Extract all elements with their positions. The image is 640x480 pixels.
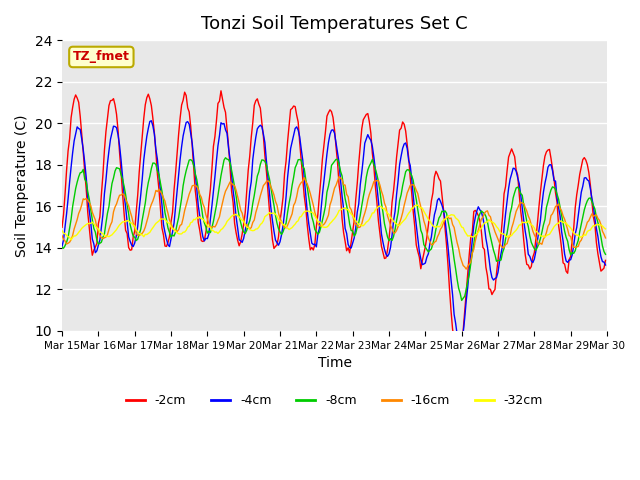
-4cm <box>125 234 132 240</box>
-32cm <box>414 202 422 208</box>
-16cm <box>296 182 303 188</box>
-2cm <box>125 245 132 251</box>
-8cm <box>574 238 582 243</box>
-16cm <box>125 203 132 209</box>
-4cm <box>221 127 229 132</box>
-2cm <box>574 182 582 188</box>
-4cm <box>58 244 66 250</box>
-2cm <box>221 109 229 115</box>
-32cm <box>221 222 229 228</box>
-8cm <box>220 157 228 163</box>
-16cm <box>602 235 609 241</box>
-32cm <box>240 218 248 224</box>
X-axis label: Time: Time <box>317 356 351 370</box>
-4cm <box>249 157 257 163</box>
-2cm <box>58 225 66 230</box>
-32cm <box>58 228 66 233</box>
-4cm <box>602 262 609 268</box>
Y-axis label: Soil Temperature (C): Soil Temperature (C) <box>15 114 29 257</box>
Line: -4cm: -4cm <box>62 121 605 343</box>
-32cm <box>298 214 305 219</box>
-2cm <box>249 120 257 126</box>
-4cm <box>298 146 305 152</box>
-8cm <box>298 157 305 163</box>
-4cm <box>456 340 464 346</box>
-4cm <box>240 235 248 241</box>
-8cm <box>125 211 132 216</box>
-16cm <box>238 210 246 216</box>
-8cm <box>221 155 229 161</box>
Line: -32cm: -32cm <box>62 205 605 240</box>
-16cm <box>58 233 66 239</box>
Text: TZ_fmet: TZ_fmet <box>73 50 130 63</box>
-4cm <box>147 118 155 124</box>
-8cm <box>58 244 66 250</box>
-8cm <box>249 201 257 206</box>
-16cm <box>335 174 343 180</box>
-2cm <box>602 257 609 263</box>
-32cm <box>249 228 257 234</box>
Legend: -2cm, -4cm, -8cm, -16cm, -32cm: -2cm, -4cm, -8cm, -16cm, -32cm <box>121 389 548 412</box>
-2cm <box>455 356 463 361</box>
Line: -16cm: -16cm <box>62 177 605 269</box>
-32cm <box>67 237 75 243</box>
-8cm <box>240 229 248 235</box>
-2cm <box>298 157 305 163</box>
-2cm <box>240 221 248 227</box>
-4cm <box>574 213 582 219</box>
-32cm <box>602 226 609 232</box>
-32cm <box>574 232 582 238</box>
-2cm <box>217 88 225 94</box>
-16cm <box>574 243 582 249</box>
Title: Tonzi Soil Temperatures Set C: Tonzi Soil Temperatures Set C <box>201 15 468 33</box>
-16cm <box>462 266 470 272</box>
Line: -2cm: -2cm <box>62 91 605 359</box>
-16cm <box>220 193 228 199</box>
-8cm <box>458 298 465 303</box>
-32cm <box>126 219 134 225</box>
-8cm <box>602 252 609 257</box>
-16cm <box>248 225 255 230</box>
Line: -8cm: -8cm <box>62 158 605 300</box>
